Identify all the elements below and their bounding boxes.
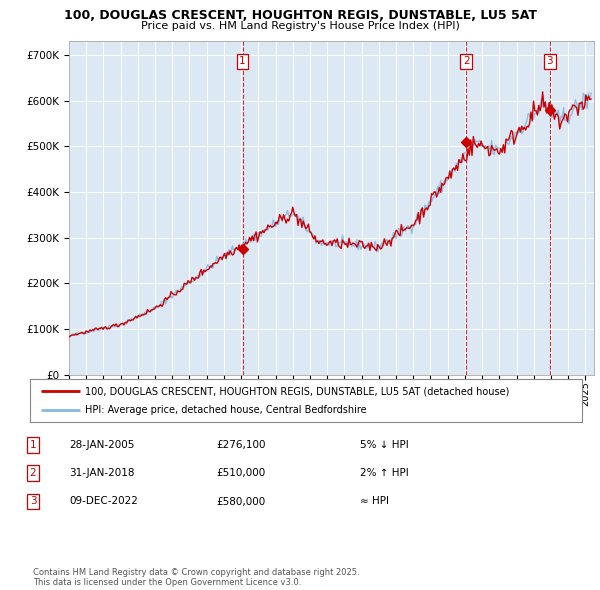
Text: 28-JAN-2005: 28-JAN-2005: [69, 440, 134, 450]
Text: £510,000: £510,000: [216, 468, 265, 478]
Text: 100, DOUGLAS CRESCENT, HOUGHTON REGIS, DUNSTABLE, LU5 5AT (detached house): 100, DOUGLAS CRESCENT, HOUGHTON REGIS, D…: [85, 386, 509, 396]
Text: 3: 3: [547, 56, 553, 66]
Text: 5% ↓ HPI: 5% ↓ HPI: [360, 440, 409, 450]
Text: 2: 2: [463, 56, 470, 66]
Text: 100, DOUGLAS CRESCENT, HOUGHTON REGIS, DUNSTABLE, LU5 5AT: 100, DOUGLAS CRESCENT, HOUGHTON REGIS, D…: [64, 9, 536, 22]
Text: Price paid vs. HM Land Registry's House Price Index (HPI): Price paid vs. HM Land Registry's House …: [140, 21, 460, 31]
Text: 09-DEC-2022: 09-DEC-2022: [69, 497, 138, 506]
Text: HPI: Average price, detached house, Central Bedfordshire: HPI: Average price, detached house, Cent…: [85, 405, 367, 415]
Text: 3: 3: [29, 497, 37, 506]
Text: 1: 1: [29, 440, 37, 450]
Text: Contains HM Land Registry data © Crown copyright and database right 2025.
This d: Contains HM Land Registry data © Crown c…: [33, 568, 359, 587]
Text: 31-JAN-2018: 31-JAN-2018: [69, 468, 134, 478]
Text: ≈ HPI: ≈ HPI: [360, 497, 389, 506]
Text: 2% ↑ HPI: 2% ↑ HPI: [360, 468, 409, 478]
Text: £276,100: £276,100: [216, 440, 265, 450]
Text: 1: 1: [239, 56, 246, 66]
Text: 2: 2: [29, 468, 37, 478]
Text: £580,000: £580,000: [216, 497, 265, 506]
